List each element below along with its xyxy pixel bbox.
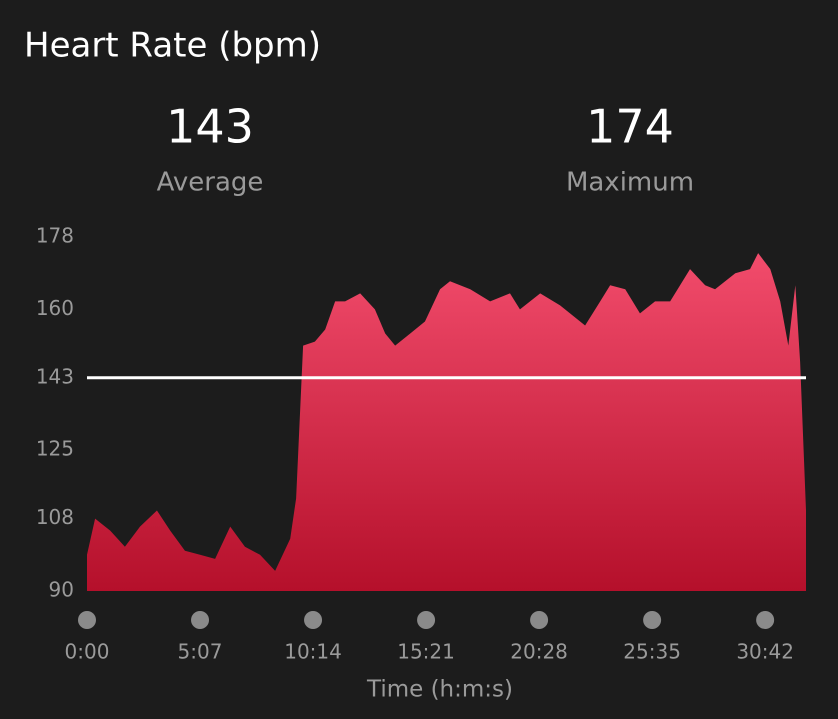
x-tick-dot [756, 611, 775, 629]
y-tick-label: 143 [36, 364, 74, 388]
x-tick-dot [78, 611, 96, 629]
stat-value: 174 [586, 100, 674, 154]
x-tick-label: 5:07 [178, 640, 223, 664]
stat-value: 143 [166, 100, 254, 154]
x-tick-label: 15:21 [397, 640, 455, 664]
x-tick-dot [304, 611, 323, 629]
y-tick-label: 108 [36, 505, 74, 529]
heart-rate-area [87, 253, 806, 591]
y-tick-label: 125 [36, 437, 74, 461]
x-axis-label: Time (h:m:s) [366, 677, 513, 703]
x-tick-label: 0:00 [65, 640, 110, 664]
chart-title: Heart Rate (bpm) [24, 26, 321, 66]
x-tick-label: 20:28 [510, 640, 568, 664]
y-tick-label: 178 [36, 224, 74, 248]
x-tick-label: 10:14 [284, 640, 342, 664]
y-tick-label: 160 [36, 296, 74, 320]
x-tick-dot [191, 611, 210, 629]
x-tick-dot [643, 611, 662, 629]
y-tick-label: 90 [49, 578, 74, 602]
x-tick-label: 30:42 [736, 640, 794, 664]
stat-label: Maximum [566, 168, 694, 198]
stat-label: Average [157, 168, 264, 198]
x-tick-dot [530, 611, 549, 629]
x-tick-label: 25:35 [623, 640, 681, 664]
x-tick-dot [417, 611, 436, 629]
